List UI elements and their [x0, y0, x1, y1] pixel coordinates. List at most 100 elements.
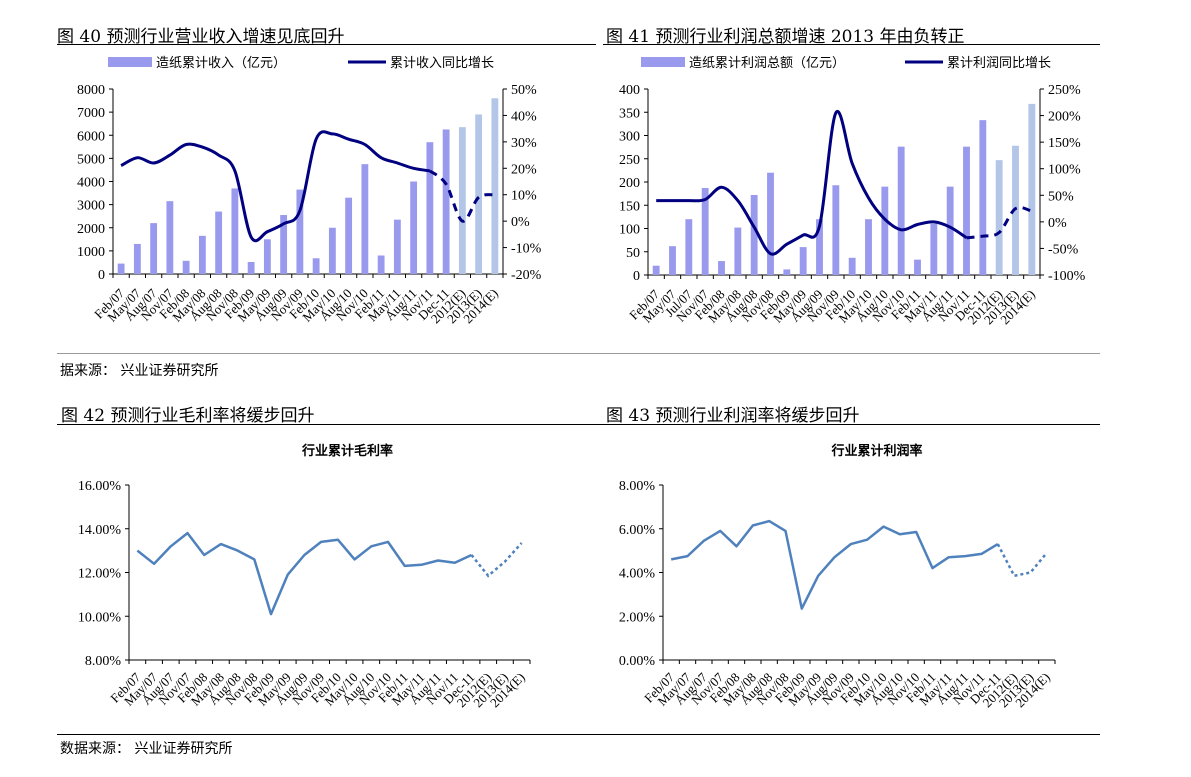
legend-bar-swatch	[108, 57, 152, 67]
chart-fig43: 行业累计利润率0.00%2.00%4.00%6.00%8.00%Feb/07Ma…	[619, 443, 1056, 710]
bar	[799, 247, 807, 275]
bar	[263, 239, 271, 274]
figure-43-title: 图 43 预测行业利润率将缓步回升	[606, 406, 860, 426]
bar	[133, 243, 141, 274]
bar	[377, 255, 385, 274]
left-axis-tick-label: 200	[619, 176, 640, 191]
series-line	[656, 109, 968, 256]
left-axis-tick-label: 2000	[77, 222, 105, 237]
bar	[946, 186, 954, 275]
bar	[930, 223, 938, 275]
right-axis-tick-label: 40%	[511, 109, 537, 124]
bar	[182, 260, 190, 274]
chart-title: 行业累计毛利率	[301, 443, 393, 458]
bar	[995, 160, 1003, 275]
chart-fig41: 0 50 100 150 200 250 300 350 400 -100% -50% 0% 50% 10…	[619, 55, 1086, 327]
legend-line-label: 累计收入同比增长	[390, 55, 494, 70]
bar	[198, 235, 206, 274]
left-axis-tick-label: 250	[619, 153, 640, 168]
left-axis-tick-label: 150	[619, 199, 640, 214]
source-note-bottom: 数据来源： 兴业证券研究所	[60, 741, 233, 757]
y-axis-tick-label: 8.00%	[619, 479, 656, 494]
y-axis-tick-label: 16.00%	[78, 479, 122, 494]
y-axis-tick-label: 0.00%	[619, 654, 656, 669]
series-line	[136, 531, 473, 616]
bar	[832, 185, 840, 275]
bar	[652, 265, 660, 275]
series-line-forecast	[470, 542, 523, 578]
right-axis-tick-label: -10%	[511, 242, 542, 257]
y-axis-tick-label: 6.00%	[619, 523, 656, 538]
bar	[767, 172, 774, 275]
bar	[701, 188, 709, 275]
right-axis-tick-label: 100%	[1048, 163, 1081, 178]
left-axis-tick-label: 50	[626, 246, 640, 261]
left-axis-tick-label: 4000	[77, 176, 105, 191]
right-axis-tick-label: -50%	[1048, 242, 1079, 257]
bar	[963, 146, 970, 275]
left-axis-tick-label: 1000	[77, 245, 105, 260]
legend-bar-swatch	[641, 57, 685, 67]
chart-title: 行业累计利润率	[830, 443, 922, 458]
right-axis-tick-label: -100%	[1048, 269, 1086, 284]
y-axis-tick-label: 2.00%	[619, 610, 656, 625]
figure-41-title: 图 41 预测行业利润总额增速 2013 年由负转正	[606, 27, 965, 47]
bar	[734, 227, 742, 275]
bar	[296, 189, 304, 274]
bar	[816, 219, 823, 275]
left-axis-tick-label: 400	[619, 83, 640, 98]
bar	[328, 227, 336, 274]
right-axis-tick-label: 50%	[1048, 189, 1074, 204]
bar	[426, 142, 434, 274]
source-note-top: 据来源： 兴业证券研究所	[60, 363, 219, 379]
bar	[865, 219, 872, 275]
series-line	[120, 130, 431, 243]
y-axis-tick-label: 10.00%	[78, 610, 122, 625]
right-axis-tick-label: 10%	[511, 189, 537, 204]
bar	[881, 186, 889, 275]
series-line-forecast	[966, 205, 1033, 240]
series-line-forecast	[996, 543, 1048, 578]
left-axis-tick-label: 350	[619, 106, 640, 121]
right-axis-tick-label: 20%	[511, 162, 537, 177]
series-line	[670, 519, 999, 610]
bar	[361, 164, 369, 274]
left-axis-tick-label: 0	[633, 269, 640, 284]
bar	[117, 263, 125, 274]
right-axis-tick-label: 30%	[511, 136, 537, 151]
right-axis-tick-label: 250%	[1048, 83, 1081, 98]
chart-fig40: 0 1000 2000 3000 4000 5000 6000 7000 8000 -20% -10…	[77, 55, 542, 326]
bar	[669, 246, 676, 275]
right-axis-tick-label: 50%	[511, 83, 537, 98]
title-underline-41	[603, 44, 1100, 45]
bar	[491, 98, 499, 274]
left-axis-tick-label: 300	[619, 130, 640, 145]
right-axis-tick-label: 150%	[1048, 136, 1081, 151]
bar	[914, 259, 921, 275]
bar	[150, 223, 158, 274]
y-axis-tick-label: 4.00%	[619, 567, 656, 582]
left-axis-tick-label: 8000	[77, 83, 105, 98]
bar	[215, 211, 223, 274]
bar	[750, 195, 758, 275]
chart-fig42: 行业累计毛利率8.00%10.00%12.00%14.00%16.00%Feb/…	[78, 443, 531, 710]
y-axis-tick-label: 14.00%	[78, 523, 122, 538]
bar	[312, 258, 320, 274]
left-axis-tick-label: 7000	[77, 106, 105, 121]
left-axis-tick-label: 100	[619, 223, 640, 238]
bottom-divider	[57, 734, 1100, 735]
bar	[475, 114, 483, 274]
y-axis-tick-label: 12.00%	[78, 567, 122, 582]
bar	[442, 129, 450, 274]
bar	[410, 181, 418, 274]
bar	[897, 146, 905, 275]
left-axis-tick-label: 6000	[77, 129, 105, 144]
title-underline-bottom	[57, 424, 1100, 425]
bar	[247, 261, 255, 274]
legend-line-label: 累计利润同比增长	[947, 55, 1051, 70]
bar	[718, 261, 725, 275]
bar	[848, 257, 856, 275]
bar	[458, 127, 466, 274]
right-axis-tick-label: 0%	[511, 215, 530, 230]
